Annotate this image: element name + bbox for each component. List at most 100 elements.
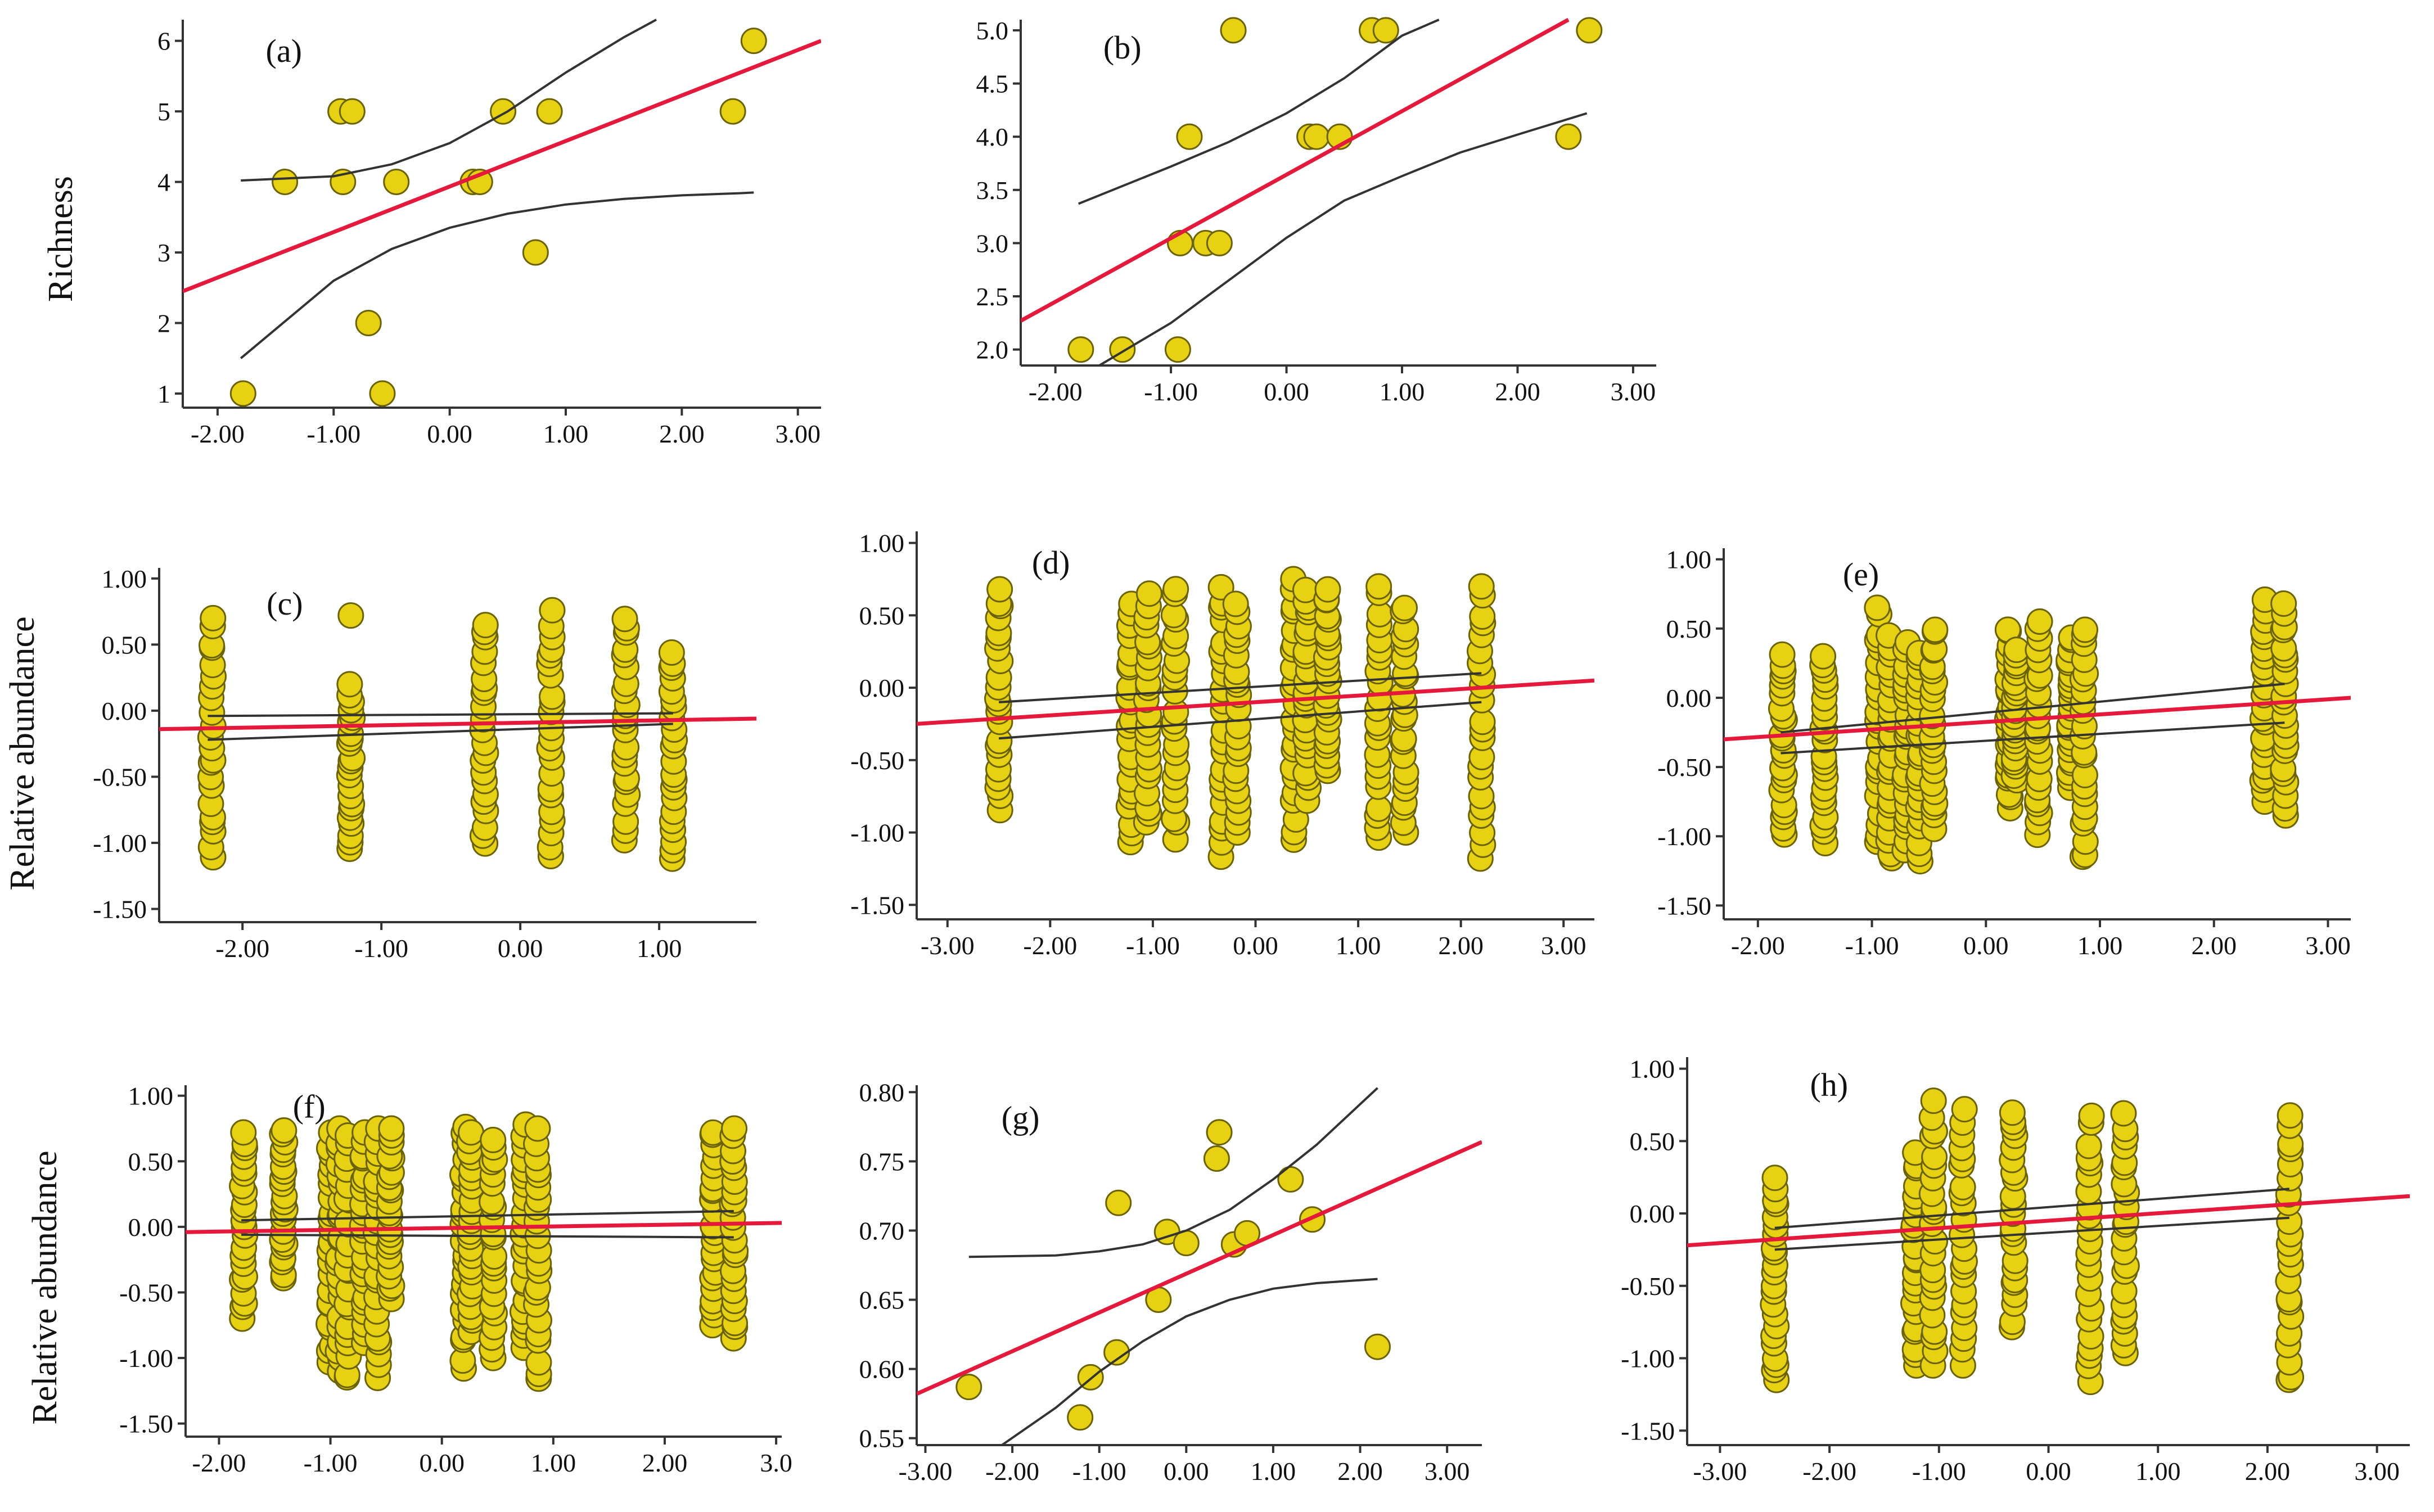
x-tick-label: -2.00 [191,419,245,448]
y-tick-label: -1.50 [119,1410,173,1438]
y-tick-label: 3 [157,238,170,267]
data-point [2078,1102,2105,1129]
y-tick-label: 0.50 [102,630,147,659]
ci-lower-line [1774,1216,2289,1251]
data-point [1391,594,1418,621]
y-tick-label: 0.50 [859,601,905,630]
panel-e: -2.00 -1.00 0.00 1.00 2.00 3.00 -1.50 -1.00 -0.5… [1657,545,2351,960]
data-point [522,239,549,266]
ci-upper-line [1774,1188,2289,1229]
data-point [230,1119,257,1146]
y-tick-label: 1.00 [102,565,147,593]
data-point [1364,1333,1391,1360]
data-point [536,98,563,125]
data-point [1920,1087,1947,1114]
x-tick-label: 0.00 [1164,1457,1209,1486]
x-tick-label: -1.00 [1912,1457,1966,1486]
x-tick-label: -2.00 [192,1448,246,1477]
data-point [1468,573,1495,600]
panel-label-h: (h) [1810,1066,1848,1103]
panel-h: -3.00 -2.00 -1.00 0.00 1.00 2.00 3.00 -1.50 -1.0… [1621,1055,2410,1486]
data-point [200,604,227,631]
data-point [337,602,364,629]
ci-lower-line [240,191,754,359]
data-point [1067,336,1094,363]
fit-line [1724,696,2351,742]
data-point [2277,1102,2304,1129]
y-tick-label: 0.80 [859,1078,905,1107]
y-tick-label: -1.00 [93,829,147,857]
x-tick-label: -2.00 [1023,931,1077,960]
data-point [272,169,299,196]
fit-line [1021,17,1570,323]
ci-lower-line [241,1233,734,1239]
ci-upper-line [998,672,1482,703]
data-point [1222,590,1249,617]
y-tick-label: 0.55 [859,1424,905,1453]
data-point [986,576,1013,603]
x-tick-label: 0.00 [1963,931,2009,960]
data-point [1206,1119,1233,1146]
ci-upper-line [1781,683,2285,734]
y-tick-label: -1.50 [1657,891,1711,920]
ci-upper-line [1078,19,1440,205]
y-tick-label: 0.60 [859,1355,905,1384]
y-tick-label: 0.50 [1666,615,1712,643]
y-tick-label: -0.50 [119,1278,173,1307]
y-tick-label: 6 [157,27,170,56]
y-tick-label: -1.00 [1621,1344,1675,1373]
y-tick-label: -0.50 [1621,1272,1675,1301]
data-point [1135,580,1162,607]
data-point [1365,573,1392,600]
x-tick-label: 3.00 [1541,931,1586,960]
x-tick-label: 1.00 [1251,1457,1296,1486]
y-tick-label: 2.5 [976,282,1009,311]
x-tick-label: 1.00 [1380,377,1425,406]
ci-upper-line [208,712,673,717]
data-point [740,28,767,55]
data-point [383,169,410,196]
x-tick-label: 2.00 [2245,1457,2291,1486]
fit-line [917,1140,1482,1396]
data-point [524,1115,551,1142]
data-point [2026,608,2053,635]
ci-upper-line [241,1209,734,1222]
y-tick-label: 0.50 [128,1147,174,1176]
data-point [955,1374,982,1401]
panel-a: -2.00 -1.00 0.00 1.00 2.00 3.00 1 2 3 4 5 6 (a) [157,19,821,448]
data-point [1203,1145,1230,1172]
x-tick-label: 0.00 [1233,931,1278,960]
data-point [721,1115,748,1142]
x-tick-label: -3.00 [921,931,975,960]
data-point [369,380,396,407]
panel-label-e: (e) [1843,556,1879,593]
x-tick-label: 3.00 [1425,1457,1470,1486]
data-point [1372,17,1399,44]
data-point [1207,574,1234,601]
x-tick-label: 2.00 [659,419,705,448]
y-tick-label: 1.00 [1630,1055,1675,1084]
x-tick-label: -1.00 [1072,1457,1126,1486]
data-point [336,671,363,698]
data-point [1951,1096,1978,1123]
ci-lower-line [1781,721,2285,755]
x-tick-label: 1.00 [1336,931,1381,960]
ci-upper-line [968,1087,1378,1258]
ci-lower-line [208,723,673,741]
plot-area-f [186,1111,782,1392]
panel-b: -2.00 -1.00 0.00 1.00 2.00 3.00 2.0 2.5 3.0 3.5 4.… [976,16,1656,406]
x-tick-label: 2.00 [1438,931,1484,960]
panel-f: -2.00 -1.00 0.00 1.00 2.00 3.0 -1.50 -1.00 -0.50… [119,1082,792,1477]
x-tick-label: 2.00 [642,1448,688,1477]
data-point [2110,1100,2137,1127]
fit-line [1687,1194,2410,1248]
y-tick-label: -0.50 [850,746,904,775]
x-tick-label: 1.00 [543,419,589,448]
data-point [1103,1339,1130,1366]
x-tick-label: -1.00 [354,934,408,963]
data-point [378,1115,405,1142]
x-tick-label: -1.00 [1126,931,1180,960]
y-tick-label: 1 [157,380,170,408]
x-tick-label: -2.00 [1731,931,1785,960]
y-tick-label: -0.50 [93,762,147,791]
